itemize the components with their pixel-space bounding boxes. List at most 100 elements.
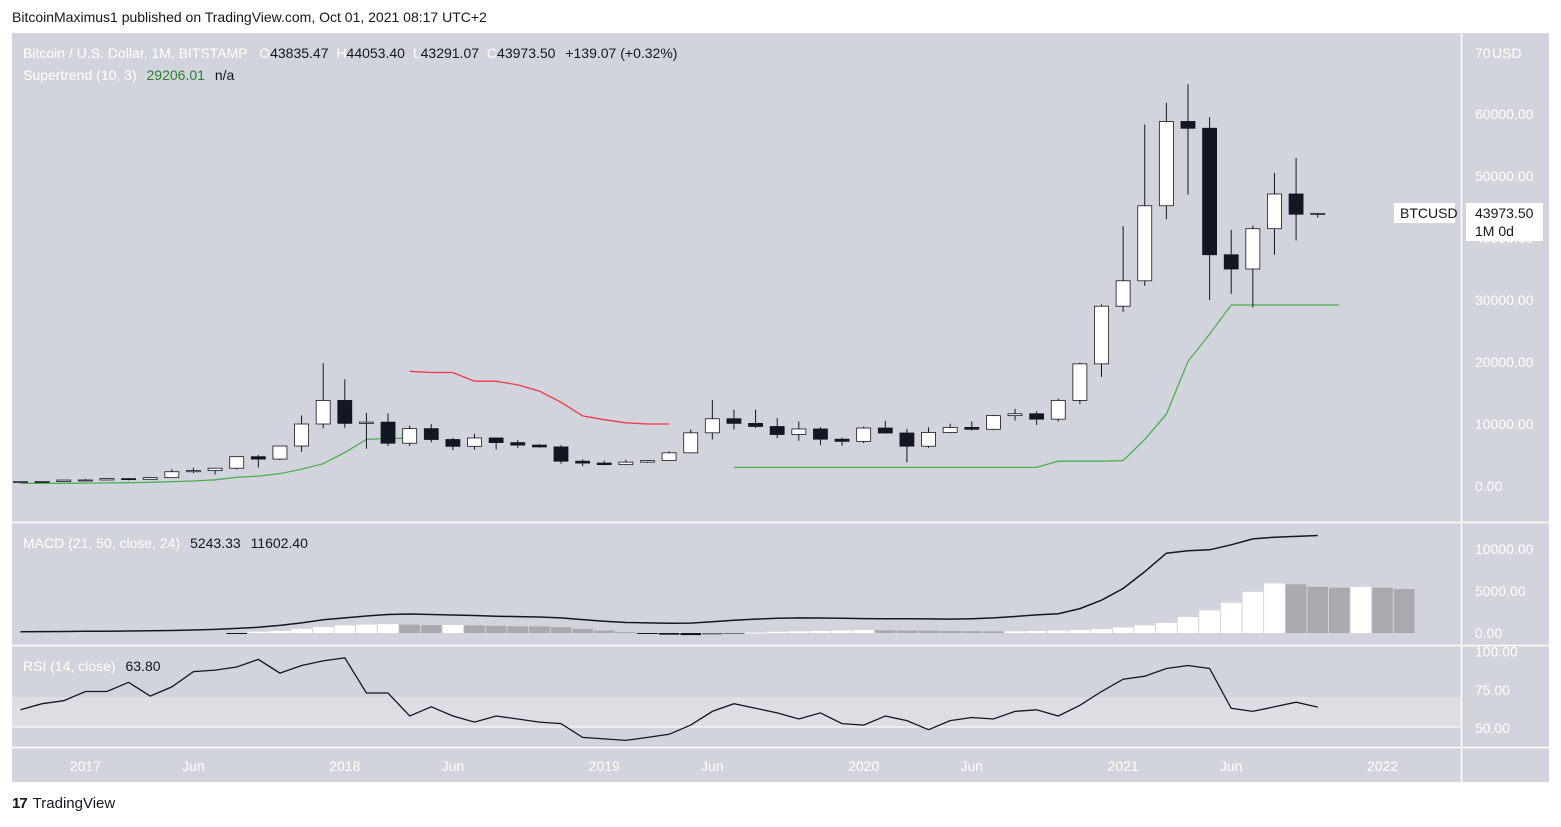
candle-body xyxy=(921,432,936,447)
candle-body xyxy=(877,427,893,434)
candle xyxy=(575,459,591,467)
candle xyxy=(380,413,396,447)
candle xyxy=(164,469,180,479)
candle xyxy=(402,425,418,447)
candle-body xyxy=(618,461,634,466)
time-axis-labels: 2017 Jun 2018 Jun 2019 Jun 2020 Jun 2021 Jun 2022 xyxy=(70,758,1399,774)
candle xyxy=(813,427,828,446)
candle xyxy=(1007,408,1023,421)
candle-body xyxy=(553,446,569,462)
macd-histogram-bar xyxy=(248,631,269,633)
supertrend-up-line xyxy=(734,304,1340,469)
candle xyxy=(877,420,893,434)
legend-h-value: 44053.40 xyxy=(347,45,406,61)
macd-value1: 5243.33 xyxy=(190,535,241,551)
candle xyxy=(359,412,374,449)
tradingview-logo[interactable]: 17 TradingView xyxy=(12,795,115,812)
time-tick-label: 2021 xyxy=(1108,758,1139,774)
last-price-value: 43973.50 xyxy=(1475,205,1534,221)
macd-histogram-bar xyxy=(1156,622,1177,633)
macd-line xyxy=(20,534,1318,633)
time-tick-label: Jun xyxy=(701,758,724,774)
time-axis-pane[interactable] xyxy=(12,748,1549,782)
price-axis-pane[interactable] xyxy=(1462,33,1549,747)
macd-histogram-bar xyxy=(291,628,312,633)
legend-o-label: O xyxy=(259,45,270,61)
time-tick-label: 2019 xyxy=(589,758,620,774)
candle-body xyxy=(229,456,245,469)
candle xyxy=(56,479,72,482)
candle xyxy=(1137,124,1153,286)
macd-histogram-bar xyxy=(723,633,745,634)
macd-histogram-bar xyxy=(658,633,680,635)
candle xyxy=(294,415,309,452)
supertrend-value: 29206.01 xyxy=(147,67,206,83)
macd-histogram-bar xyxy=(377,624,399,633)
candle-body xyxy=(899,432,915,447)
candle-body xyxy=(1267,193,1282,230)
legend-h-label: H xyxy=(336,45,346,61)
candle-body xyxy=(856,427,872,442)
time-tick-label: 2020 xyxy=(848,758,879,774)
candle-body xyxy=(207,467,223,472)
candle-body xyxy=(964,427,980,430)
candle xyxy=(510,440,526,448)
macd-histogram-bar xyxy=(1372,587,1393,633)
candle-body xyxy=(1310,212,1326,215)
candle xyxy=(13,481,28,484)
legend-c-label: C xyxy=(487,45,497,61)
candle xyxy=(899,428,915,463)
macd-histogram-bar xyxy=(961,631,983,633)
candle xyxy=(1115,226,1131,312)
macd-histogram-bar xyxy=(485,625,507,633)
candle xyxy=(596,460,612,466)
macd-histogram-bar xyxy=(1329,587,1350,633)
candle-body xyxy=(315,400,331,425)
price-pane[interactable] xyxy=(12,33,1461,522)
legend-line-1: Bitcoin / U.S. Dollar, 1M, BITSTAMP O438… xyxy=(23,45,677,61)
candle-body xyxy=(272,445,288,460)
candle xyxy=(1202,117,1217,300)
macd-histogram-bar xyxy=(1134,625,1156,633)
candle-body xyxy=(986,415,1001,430)
macd-histogram-bar xyxy=(939,630,961,633)
rsi-value: 63.80 xyxy=(125,658,160,674)
candle-body xyxy=(531,444,547,448)
candle-body xyxy=(337,400,353,424)
candle-body xyxy=(1137,205,1153,282)
rsi-pane[interactable] xyxy=(12,646,1461,747)
last-price-symbol: BTCUSD xyxy=(1400,205,1458,221)
candle xyxy=(1223,229,1239,294)
candle-body xyxy=(99,478,115,481)
candle-body xyxy=(121,478,136,481)
macd-histogram-bar xyxy=(745,632,766,634)
candle-body xyxy=(142,477,158,480)
legend-o-value: 43835.47 xyxy=(270,45,329,61)
candle xyxy=(1267,172,1282,255)
candle-body xyxy=(683,432,699,454)
macd-histogram-bar xyxy=(1047,630,1069,633)
macd-histogram-bar xyxy=(529,626,550,633)
candle xyxy=(121,478,136,481)
candle xyxy=(467,433,482,450)
candle-body xyxy=(34,481,50,483)
candle-body xyxy=(186,470,201,473)
candle-body xyxy=(1072,363,1088,401)
price-tick-label: 60000.00 xyxy=(1475,106,1534,122)
macd-histogram-bar xyxy=(1264,583,1285,633)
candle xyxy=(964,421,980,431)
candle-body xyxy=(813,428,828,440)
rsi-line xyxy=(20,657,1318,742)
rsi-legend: RSI (14, close) 63.80 xyxy=(23,658,161,674)
candle xyxy=(272,445,288,460)
supertrend-legend: Supertrend (10, 3) 29206.01 n/a xyxy=(23,67,234,83)
last-price-label[interactable]: BTCUSD 43973.50 1M 0d xyxy=(1394,203,1543,241)
price-axis-ticks: 60000.0050000.0040000.0030000.0020000.00… xyxy=(1475,106,1534,494)
candle xyxy=(791,421,807,441)
candle-body xyxy=(380,421,396,444)
time-tick-label: Jun xyxy=(442,758,465,774)
supertrend-up-line xyxy=(20,437,410,485)
macd-histogram-bar xyxy=(1026,631,1047,633)
candle xyxy=(229,456,245,470)
